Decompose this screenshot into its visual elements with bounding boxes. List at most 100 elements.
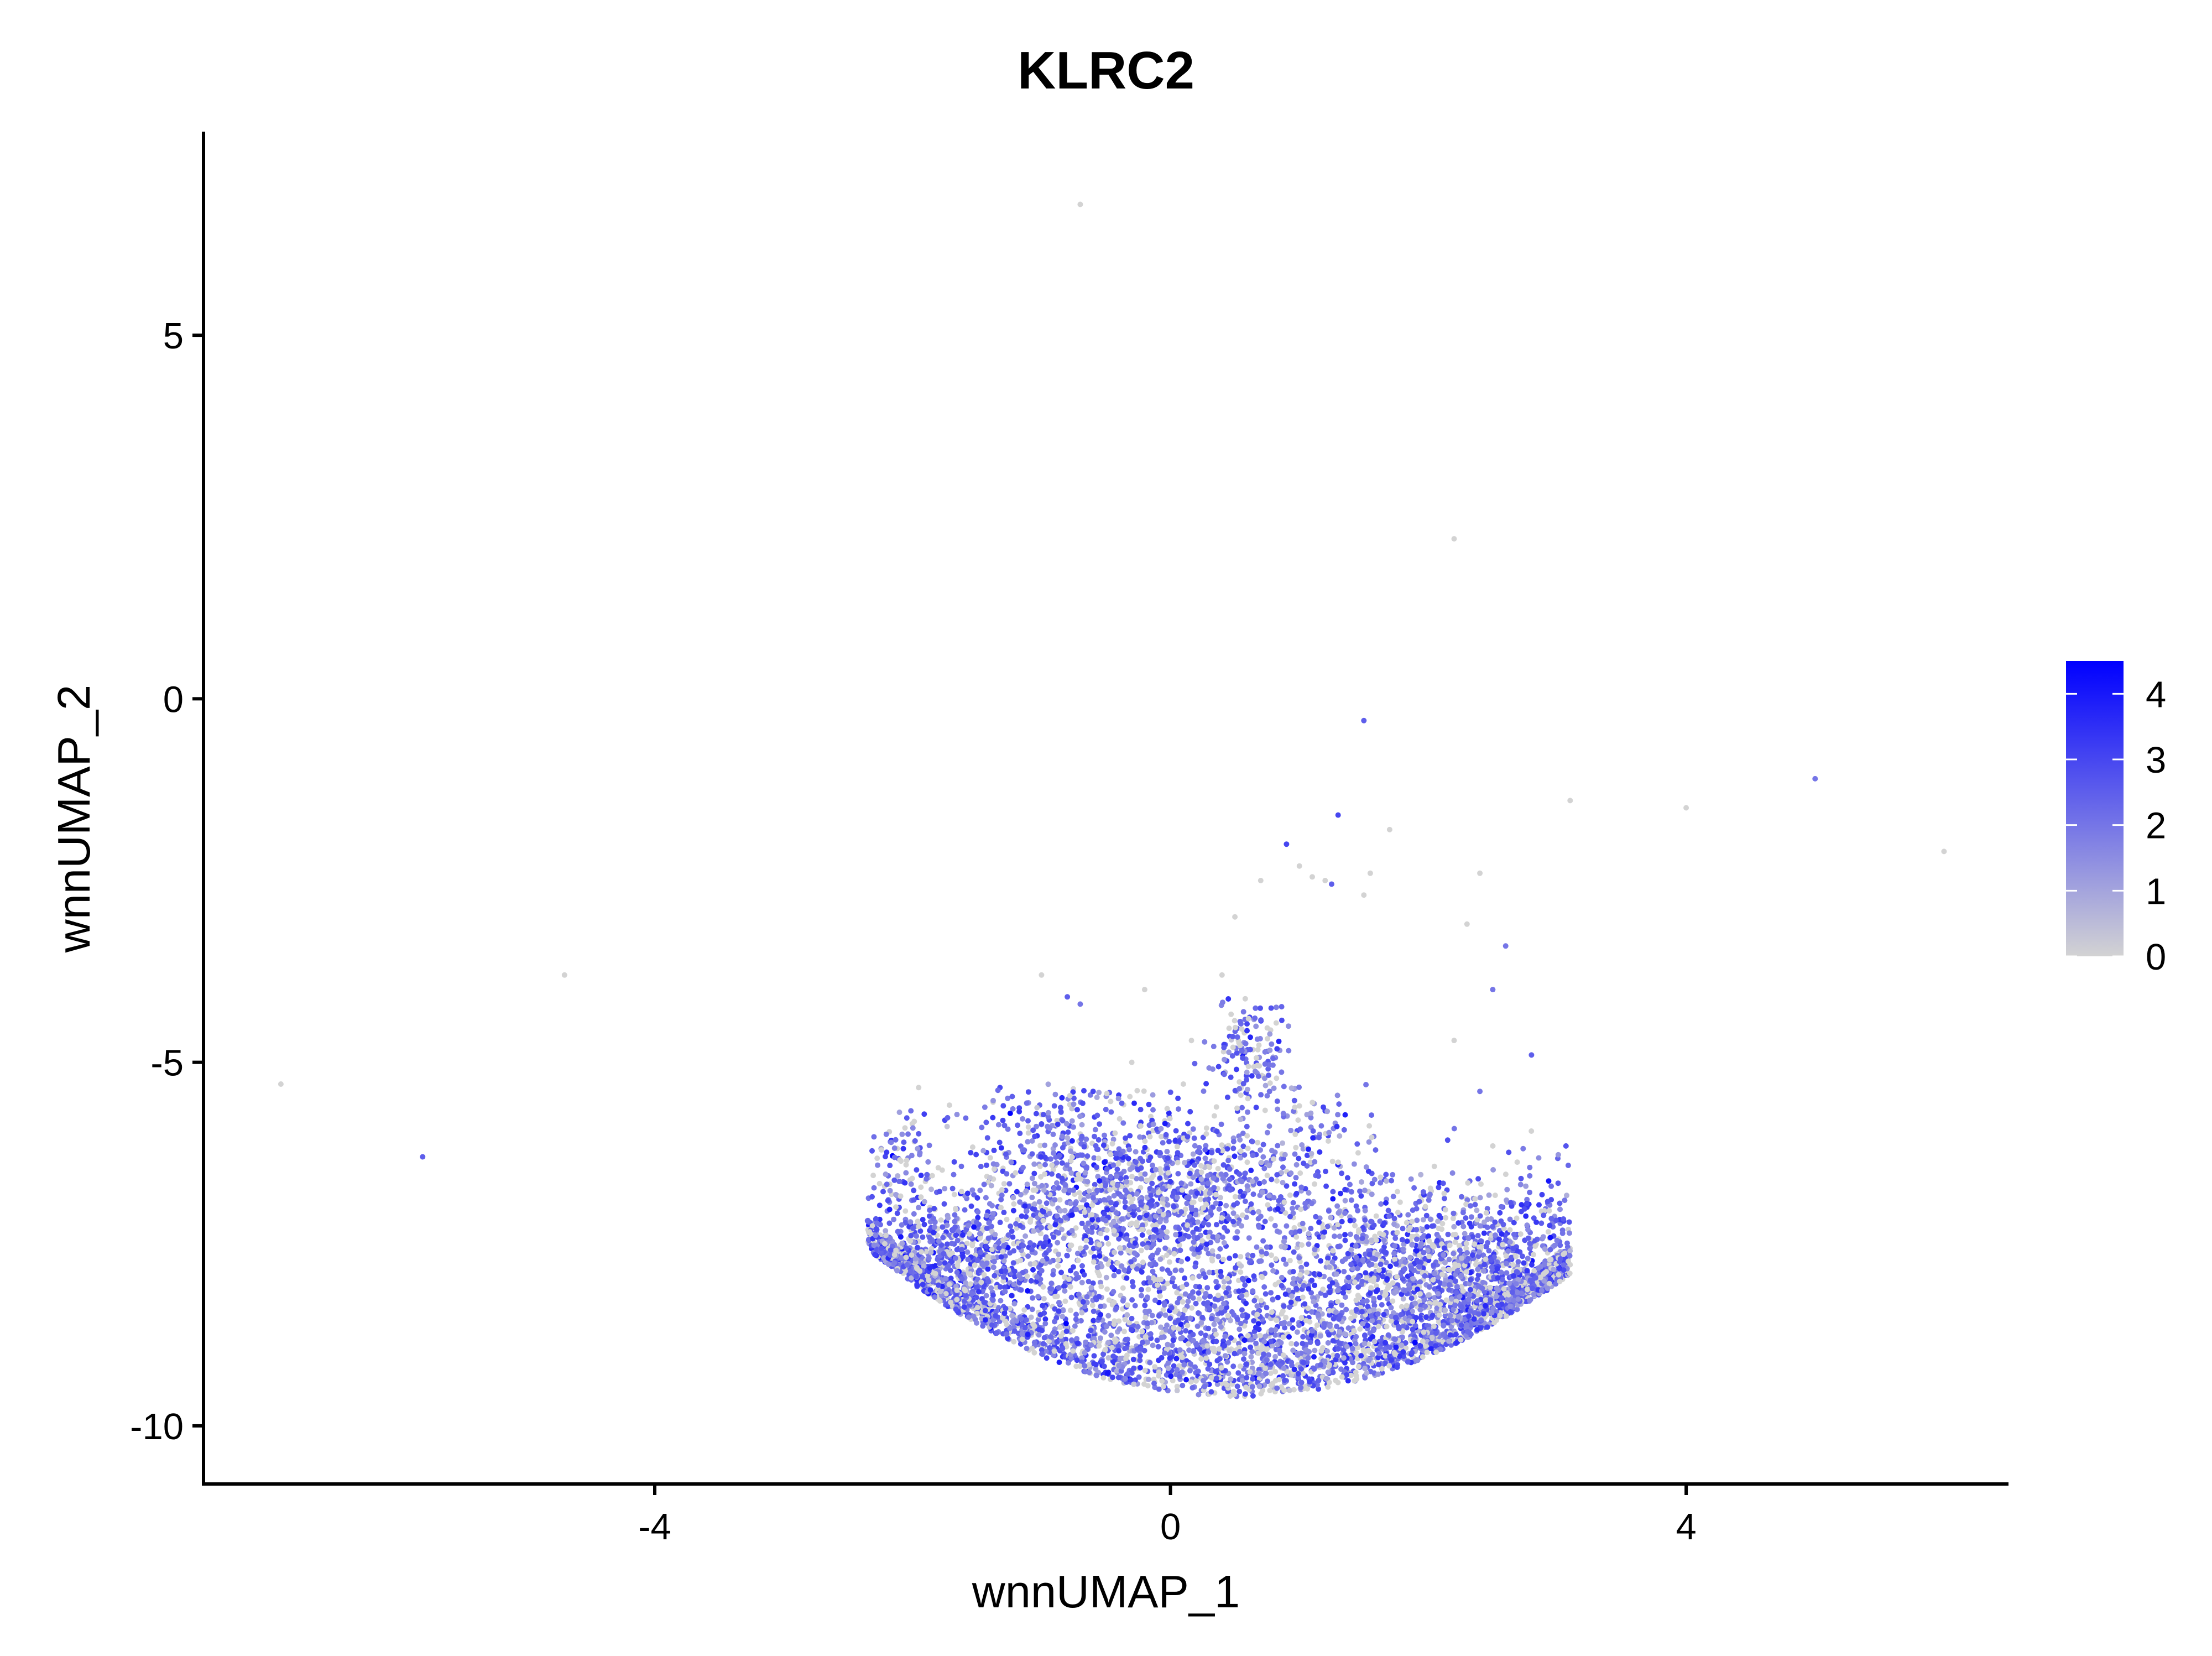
cell-point (1272, 1327, 1279, 1332)
cell-point (1213, 1331, 1219, 1337)
cell-point (1503, 1171, 1509, 1178)
cell-point (886, 1220, 893, 1226)
cell-point (1375, 1371, 1381, 1377)
cell-point (952, 1255, 958, 1261)
cell-point (1564, 1192, 1569, 1199)
cell-point (1195, 1368, 1201, 1374)
chart-title: KLRC2 (1018, 41, 1194, 100)
cell-point (1177, 1347, 1183, 1353)
cell-point (1124, 1344, 1130, 1350)
cell-point (1376, 1350, 1382, 1356)
cell-point (872, 1252, 878, 1258)
cell-point (1353, 1306, 1359, 1313)
cell-point (1506, 1149, 1512, 1155)
cell-point (1138, 1346, 1144, 1352)
cell-point (1044, 1355, 1050, 1361)
cell-point (1468, 1331, 1474, 1337)
cell-point (1123, 1376, 1129, 1382)
cell-point (1334, 1324, 1340, 1330)
cell-point (1328, 1215, 1334, 1221)
cell-point (1525, 1227, 1531, 1233)
cell-point (1553, 1217, 1559, 1223)
cell-point (1442, 1195, 1447, 1201)
cell-point (1275, 1294, 1281, 1300)
cell-point (1459, 1255, 1465, 1261)
cell-point (1364, 1370, 1370, 1376)
cell-point (1410, 1326, 1416, 1332)
cell-point (1183, 1328, 1189, 1334)
cell-point (1079, 1279, 1085, 1285)
cell-point (1330, 1248, 1336, 1254)
cell-point (911, 1211, 917, 1217)
cell-point (1503, 1253, 1509, 1259)
cell-point (1497, 1210, 1503, 1216)
cell-point (1253, 1340, 1259, 1346)
cell-point (1072, 1323, 1078, 1329)
cell-point (1093, 1372, 1099, 1378)
cell-point (1399, 1342, 1405, 1348)
cell-point (1102, 1347, 1108, 1353)
cell-point (948, 1299, 954, 1305)
cell-point (1475, 1233, 1481, 1238)
cell-point (1427, 1216, 1433, 1222)
cell-point (1523, 1213, 1529, 1219)
cell-point (1098, 1284, 1104, 1289)
cell-point (1475, 1267, 1481, 1272)
cell-point (1258, 1391, 1264, 1397)
cell-point (1392, 1243, 1398, 1249)
cell-point (1187, 1315, 1193, 1321)
cell-point (1056, 1308, 1062, 1314)
cell-point (1368, 1285, 1374, 1291)
cell-point (1567, 1253, 1573, 1258)
cell-point (1281, 1303, 1287, 1309)
cell-point (1307, 1379, 1313, 1385)
cell-point (1296, 1322, 1302, 1328)
cell-point (1323, 1376, 1329, 1382)
cell-point (968, 1281, 974, 1287)
cell-point (1073, 1275, 1079, 1282)
cell-point (1040, 1341, 1046, 1347)
cell-point (1030, 1295, 1036, 1301)
cell-point (1157, 1293, 1163, 1299)
cell-point (1028, 1278, 1034, 1284)
cell-point (1240, 1288, 1246, 1294)
cell-point (1453, 1278, 1458, 1284)
cell-point (1359, 1309, 1365, 1315)
cell-point (1300, 1294, 1306, 1300)
cell-point (1102, 1329, 1108, 1335)
cell-point (1322, 1293, 1328, 1298)
cell-point (1300, 1341, 1306, 1347)
cell-point (1389, 1357, 1395, 1363)
cell-point (1007, 1325, 1013, 1331)
cell-point (1171, 1325, 1177, 1331)
cell-point (959, 1276, 965, 1282)
cell-point (1453, 1290, 1459, 1296)
cell-point (937, 1298, 943, 1304)
cell-point (1306, 1286, 1312, 1292)
cell-point (1474, 1207, 1480, 1214)
cell-point (1222, 1343, 1228, 1349)
cell-point (1142, 1309, 1148, 1314)
cell-point (1426, 1253, 1432, 1259)
cell-point (1130, 1356, 1136, 1362)
cell-point (1224, 1359, 1230, 1365)
cell-point (1478, 1238, 1484, 1244)
cell-point (1284, 1223, 1290, 1229)
cell-point (1068, 1337, 1074, 1343)
cell-point (1527, 1277, 1533, 1283)
cell-point (1211, 1321, 1217, 1327)
cell-point (1369, 1317, 1375, 1324)
cell-point (1139, 1329, 1145, 1335)
cell-point (903, 1254, 909, 1261)
cell-point (1513, 1281, 1519, 1287)
cell-point (1451, 1232, 1456, 1238)
cell-point (1514, 1215, 1520, 1221)
cell-point (1140, 1340, 1146, 1345)
cell-point (1264, 1357, 1270, 1363)
cell-point (1547, 1235, 1553, 1241)
cell-point (1311, 1354, 1317, 1360)
cell-point (1105, 1313, 1112, 1319)
cell-point (1025, 1331, 1031, 1337)
cell-point (954, 1262, 961, 1268)
cell-point (1391, 1251, 1397, 1257)
